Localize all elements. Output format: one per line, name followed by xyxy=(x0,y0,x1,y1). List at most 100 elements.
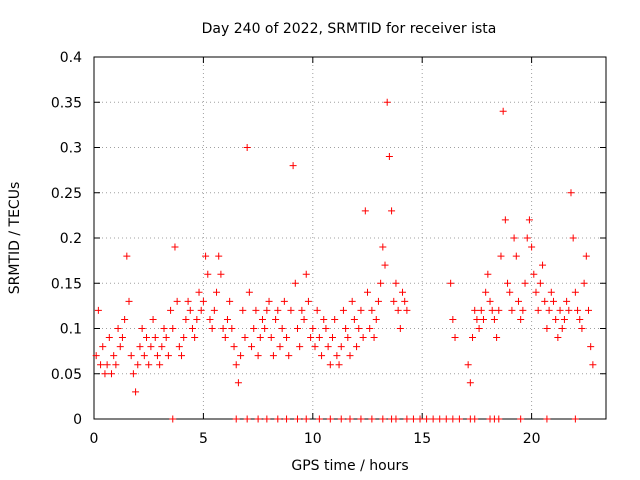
data-point xyxy=(156,361,164,369)
data-point xyxy=(256,334,264,342)
data-point xyxy=(447,279,455,287)
zero-data-point xyxy=(337,415,345,423)
data-point xyxy=(569,234,577,242)
data-point xyxy=(92,352,100,360)
data-point xyxy=(508,306,516,314)
zero-data-point xyxy=(379,415,387,423)
data-point xyxy=(293,325,301,332)
data-point xyxy=(486,297,494,305)
data-point xyxy=(243,144,251,151)
data-point xyxy=(545,306,553,314)
data-point xyxy=(309,325,317,332)
data-point xyxy=(565,306,573,314)
zero-data-point xyxy=(495,415,503,423)
data-point xyxy=(263,306,271,314)
data-point xyxy=(574,306,582,314)
zero-data-point xyxy=(543,415,551,423)
zero-data-point xyxy=(232,415,240,423)
data-point xyxy=(171,243,179,251)
data-point xyxy=(366,325,374,332)
data-point xyxy=(495,306,503,314)
data-point xyxy=(324,343,332,351)
data-point xyxy=(173,297,181,305)
data-point xyxy=(584,306,592,314)
data-point xyxy=(245,288,253,296)
data-point xyxy=(202,252,210,260)
data-point xyxy=(567,189,575,197)
data-point xyxy=(221,334,229,342)
data-point xyxy=(560,315,568,323)
data-point xyxy=(353,343,361,351)
data-point xyxy=(403,306,411,314)
data-point xyxy=(167,306,175,314)
data-point xyxy=(182,315,190,323)
data-point xyxy=(199,297,207,305)
zero-data-point xyxy=(169,415,177,423)
data-point xyxy=(228,325,236,332)
data-point xyxy=(519,306,527,314)
data-point xyxy=(370,334,378,342)
zero-data-point xyxy=(368,415,376,423)
data-point xyxy=(493,334,501,342)
zero-data-point xyxy=(429,415,437,423)
data-point xyxy=(512,252,520,260)
zero-markers xyxy=(169,415,579,423)
data-point xyxy=(272,315,280,323)
data-point xyxy=(160,325,168,332)
data-point xyxy=(451,334,459,342)
data-point xyxy=(504,279,512,287)
data-point xyxy=(208,325,216,332)
data-point xyxy=(383,98,391,106)
data-point xyxy=(490,315,498,323)
zero-data-point xyxy=(243,415,251,423)
data-point xyxy=(234,379,242,387)
data-point xyxy=(580,279,588,287)
y-tick-label: 0.4 xyxy=(60,50,82,66)
data-point xyxy=(213,288,221,296)
x-axis-label: GPS time / hours xyxy=(291,458,408,474)
x-tick-label: 20 xyxy=(523,431,541,447)
zero-data-point xyxy=(409,415,417,423)
data-point xyxy=(232,361,240,369)
data-point xyxy=(377,279,385,287)
data-point xyxy=(326,361,334,369)
chart-title: Day 240 of 2022, SRMTID for receiver ist… xyxy=(202,21,497,37)
data-point xyxy=(164,352,172,360)
zero-data-point xyxy=(293,415,301,423)
data-point xyxy=(315,334,323,342)
y-tick-label: 0.25 xyxy=(51,186,82,202)
data-point xyxy=(355,325,363,332)
data-point xyxy=(108,370,116,378)
zero-data-point xyxy=(403,415,411,423)
data-point xyxy=(328,334,336,342)
data-point xyxy=(578,325,586,332)
data-point xyxy=(539,261,547,269)
data-point xyxy=(320,315,328,323)
data-point xyxy=(374,297,382,305)
data-point xyxy=(184,297,192,305)
data-point xyxy=(582,252,590,260)
data-point xyxy=(357,306,365,314)
data-point xyxy=(556,306,564,314)
data-point xyxy=(241,334,249,342)
data-point xyxy=(118,334,126,342)
data-point xyxy=(112,361,120,369)
data-point xyxy=(541,297,549,305)
data-point xyxy=(210,306,218,314)
zero-data-point xyxy=(346,415,354,423)
data-point xyxy=(94,306,102,314)
data-point xyxy=(197,306,205,314)
data-point xyxy=(392,279,400,287)
data-point xyxy=(499,107,507,115)
data-point xyxy=(475,325,483,332)
data-point xyxy=(134,361,142,369)
zero-data-point xyxy=(423,415,431,423)
data-point xyxy=(388,207,396,215)
axis-ticks: 0 0.05 0.1 0.15 0.2 0.25 0.3 0.35 0.4 0 5 10 15 20 xyxy=(51,50,606,447)
data-point xyxy=(105,334,113,342)
data-point xyxy=(114,325,122,332)
data-point xyxy=(348,297,356,305)
data-point xyxy=(283,334,291,342)
data-point xyxy=(318,352,326,360)
data-point xyxy=(296,343,304,351)
